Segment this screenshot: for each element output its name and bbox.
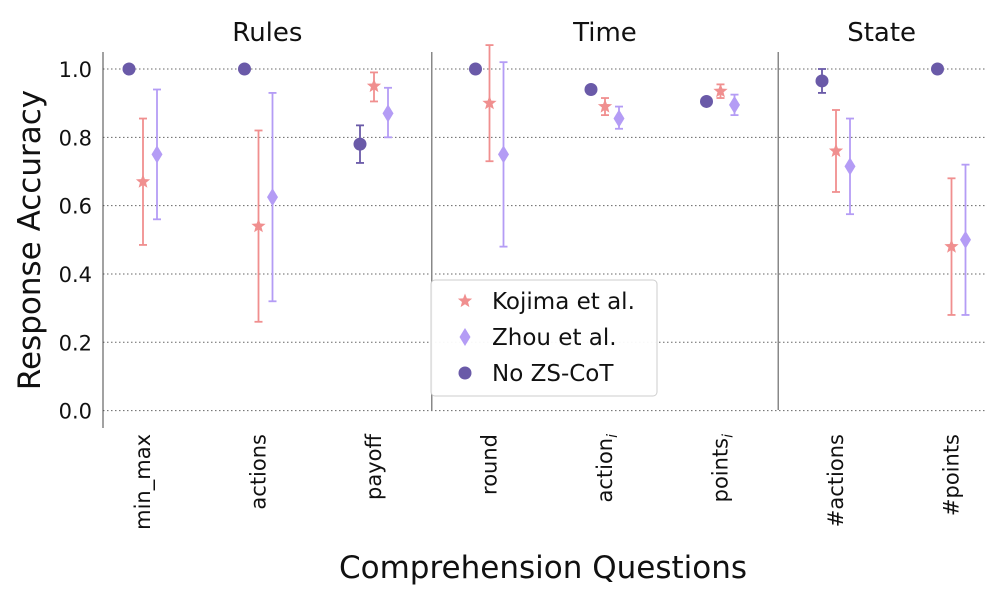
data-point — [267, 188, 278, 207]
group-label: Rules — [232, 18, 302, 48]
legend-label: Kojima et al. — [492, 289, 635, 315]
data-point — [122, 62, 136, 76]
data-point — [238, 62, 251, 76]
y-tick-label: 0.2 — [59, 331, 92, 355]
x-tick-label: payoff — [362, 433, 386, 499]
group-label: Time — [572, 18, 637, 48]
data-point — [498, 145, 509, 164]
legend: Kojima et al. Zhou et al. No ZS-CoT — [430, 279, 658, 397]
x-tick-label: round — [478, 434, 502, 495]
x-axis-label: Comprehension Questions — [339, 550, 747, 586]
data-point — [828, 143, 844, 158]
x-tick-label: min_max — [131, 434, 156, 530]
data-point — [844, 157, 856, 176]
legend-marker — [458, 366, 472, 380]
x-tick-label: #actions — [824, 434, 848, 527]
data-point — [815, 74, 829, 88]
y-tick-labels: 0.0 0.2 0.4 0.6 0.8 1.0 — [59, 58, 92, 424]
data-point — [469, 62, 482, 76]
data-point — [931, 62, 944, 76]
data-point — [151, 145, 163, 164]
data-point — [135, 174, 151, 188]
data-point — [584, 82, 598, 96]
data-point — [960, 230, 971, 249]
y-tick-label: 0.4 — [59, 263, 92, 287]
y-tick-label: 0.0 — [59, 400, 92, 424]
series-marks — [122, 44, 971, 323]
x-tick-label: pointsi — [709, 434, 737, 503]
legend-marker — [459, 328, 471, 346]
y-tick-label: 0.6 — [59, 195, 92, 219]
legend-marker — [457, 293, 473, 308]
data-point — [366, 78, 382, 93]
data-point — [713, 83, 728, 98]
data-point — [382, 104, 394, 123]
data-point — [597, 99, 613, 113]
data-point — [700, 94, 713, 108]
x-tick-label: actioni — [593, 434, 621, 503]
y-tick-label: 1.0 — [59, 58, 92, 82]
y-axis-label: Response Accuracy — [12, 90, 48, 390]
data-point — [482, 95, 497, 110]
data-point — [729, 95, 740, 114]
series-zhou-et-al- — [151, 61, 971, 316]
legend-label: No ZS-CoT — [492, 361, 614, 387]
group-labels: Rules Time State — [232, 18, 916, 48]
x-tick-label: #points — [940, 434, 964, 516]
data-point — [613, 109, 625, 128]
group-label: State — [847, 18, 916, 48]
data-point — [944, 239, 959, 253]
x-tick-label: actions — [247, 434, 271, 510]
series-no-zs-cot — [122, 62, 944, 164]
series-kojima-et-al- — [135, 44, 959, 323]
data-point — [353, 137, 367, 151]
x-tick-labels: min_max actions payoff round actioni pointsi #… — [131, 433, 964, 529]
legend-box — [430, 279, 658, 397]
y-tick-label: 0.8 — [59, 126, 92, 150]
legend-label: Zhou et al. — [492, 325, 617, 351]
data-point — [251, 218, 266, 233]
